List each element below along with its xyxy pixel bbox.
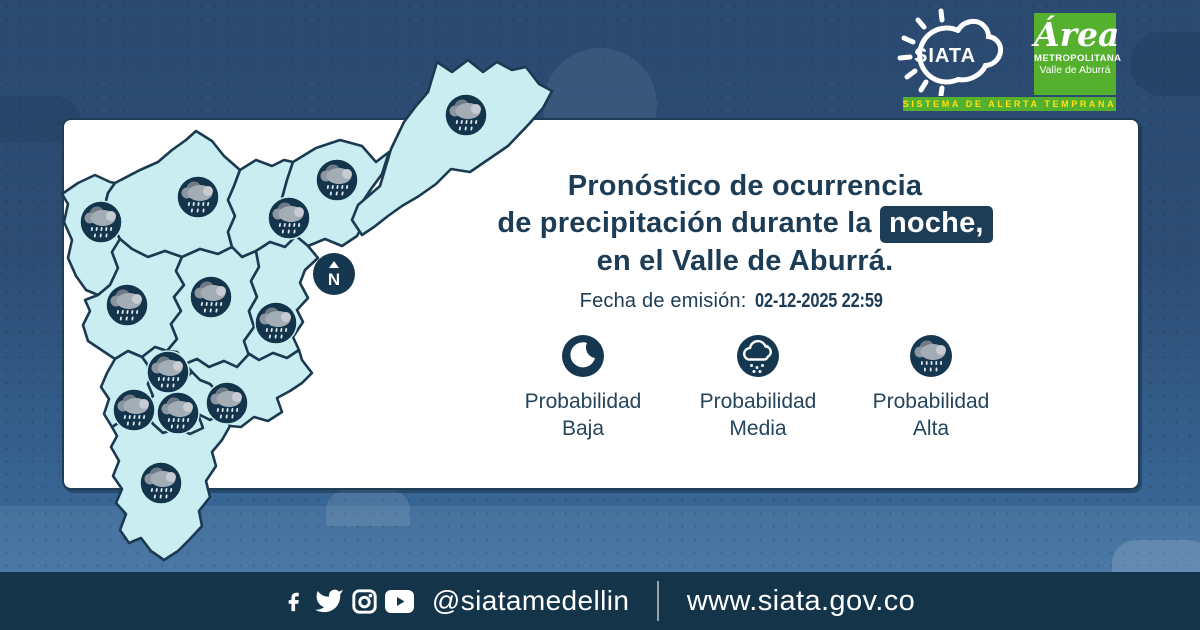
instagram-icon [351, 588, 378, 615]
footer-bar: @siatamedellin www.siata.gov.co [0, 572, 1200, 630]
emission-row: Fecha de emisión: 02-12-2025 22:59 [455, 290, 1035, 313]
amva-logo-script: Área [1034, 15, 1120, 54]
siata-logo: SIATA [897, 8, 1004, 96]
website-url: www.siata.gov.co [686, 584, 916, 617]
footer-divider [657, 581, 659, 621]
legend-prob-baja: Probabilidad Baja [498, 333, 668, 442]
legend-label: Media [729, 417, 787, 440]
moon-icon [562, 335, 604, 377]
facebook-icon [285, 586, 307, 616]
amva-logo-metropolitana: METROPOLITANA [1034, 53, 1122, 64]
background-cloud [1130, 32, 1200, 96]
legend-label: Probabilidad [872, 390, 990, 413]
emission-datetime: 02-12-2025 22:59 [754, 290, 883, 312]
legend-prob-alta: Probabilidad Alta [846, 333, 1016, 442]
forecast-title-block: Pronóstico de ocurrencia de precipitació… [455, 168, 1035, 313]
amva-logo: Área METROPOLITANA Valle de Aburrá [1034, 13, 1122, 95]
cloud-heavy-rain-icon [910, 335, 952, 377]
title-line-1: Pronóstico de ocurrencia [567, 170, 923, 202]
twitter-icon [314, 586, 344, 616]
social-icons [285, 586, 414, 616]
background-cloud [326, 490, 410, 526]
cloud-light-rain-moon-icon [737, 335, 779, 377]
background-cloud-bank [0, 506, 1200, 576]
title-line-3: en el Valle de Aburrá. [596, 245, 894, 277]
youtube-icon [384, 589, 414, 613]
siata-logo-text: SIATA [914, 45, 976, 67]
social-handle: @siatamedellin [431, 585, 630, 616]
amva-logo-valle: Valle de Aburrá [1039, 64, 1111, 76]
emission-label: Fecha de emisión: [579, 290, 747, 312]
legend-label: Probabilidad [699, 390, 817, 413]
legend-label: Probabilidad [524, 390, 642, 413]
legend-label: Baja [561, 417, 605, 440]
highlight-noche: noche, [880, 206, 993, 243]
legend-label: Alta [912, 417, 950, 440]
alert-banner: SISTEMA DE ALERTA TEMPRANA [902, 97, 1117, 111]
title-line-2: de precipitación durante la noche, [455, 205, 1035, 243]
legend-prob-media: Probabilidad Media [673, 333, 843, 442]
title-line-2-text: de precipitación durante la [497, 207, 872, 239]
